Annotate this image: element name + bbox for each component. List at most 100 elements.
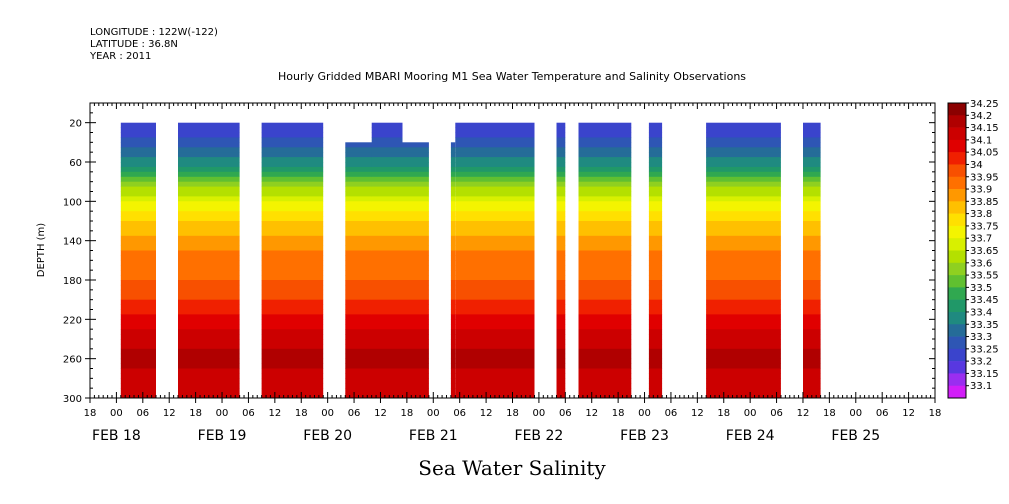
data-segment xyxy=(371,122,403,399)
salinity-cell xyxy=(578,353,632,360)
salinity-cell xyxy=(261,250,324,256)
salinity-cell xyxy=(578,147,632,153)
salinity-cell xyxy=(261,216,324,222)
salinity-cell xyxy=(648,127,663,133)
salinity-cell xyxy=(706,358,781,364)
salinity-cell xyxy=(178,230,240,237)
y-tick-label: 100 xyxy=(63,197,82,208)
salinity-cell xyxy=(455,245,535,251)
salinity-cell xyxy=(261,181,324,187)
salinity-cell xyxy=(648,240,663,246)
salinity-cell xyxy=(178,152,240,158)
salinity-cell xyxy=(556,294,566,301)
salinity-cell xyxy=(178,275,240,281)
colorbar-label: 33.4 xyxy=(970,307,992,318)
salinity-cell xyxy=(455,240,535,246)
salinity-cell xyxy=(803,235,821,242)
salinity-cell xyxy=(371,206,403,212)
salinity-cell xyxy=(450,289,456,296)
salinity-cell xyxy=(450,211,456,217)
salinity-cell xyxy=(450,368,456,374)
salinity-cell xyxy=(556,289,566,296)
salinity-cell xyxy=(178,324,240,330)
salinity-cell xyxy=(578,206,632,212)
salinity-cell xyxy=(803,270,821,276)
salinity-cell xyxy=(648,166,663,173)
salinity-cell xyxy=(803,343,821,350)
salinity-cell xyxy=(455,388,535,394)
x-tick-label: 12 xyxy=(585,408,598,419)
x-tick-label: 00 xyxy=(321,408,334,419)
colorbar-label: 34.1 xyxy=(970,135,992,146)
salinity-cell xyxy=(120,324,156,330)
salinity-cell xyxy=(455,368,535,374)
salinity-cell xyxy=(706,280,781,286)
salinity-cell xyxy=(556,280,566,286)
salinity-cell xyxy=(371,314,403,320)
salinity-cell xyxy=(455,314,535,320)
salinity-cell xyxy=(803,304,821,310)
salinity-cell xyxy=(120,176,156,183)
salinity-cell xyxy=(455,275,535,281)
salinity-cell xyxy=(450,299,456,305)
salinity-cell xyxy=(178,363,240,369)
x-tick-label: 18 xyxy=(401,408,414,419)
salinity-cell xyxy=(648,255,663,261)
salinity-cell xyxy=(803,221,821,227)
data-segment xyxy=(556,122,566,399)
salinity-cell xyxy=(803,176,821,183)
salinity-cell xyxy=(578,275,632,281)
colorbar-swatch xyxy=(948,299,966,313)
salinity-cell xyxy=(706,201,781,207)
salinity-cell xyxy=(178,176,240,183)
salinity-cell xyxy=(120,334,156,340)
salinity-cell xyxy=(706,127,781,133)
salinity-cell xyxy=(178,157,240,163)
salinity-cell xyxy=(178,191,240,197)
x-tick-label: 00 xyxy=(744,408,757,419)
salinity-cell xyxy=(648,211,663,217)
salinity-cell xyxy=(450,363,456,369)
salinity-cell xyxy=(120,339,156,345)
salinity-cell xyxy=(261,127,324,133)
salinity-cell xyxy=(450,388,456,394)
salinity-cell xyxy=(455,304,535,310)
salinity-cell xyxy=(261,255,324,261)
colorbar-swatch xyxy=(948,127,966,141)
salinity-cell xyxy=(648,343,663,350)
salinity-cell xyxy=(706,147,781,153)
salinity-cell xyxy=(648,334,663,340)
salinity-cell xyxy=(706,225,781,232)
salinity-cell xyxy=(450,166,456,173)
colorbar-label: 33.25 xyxy=(970,344,999,355)
salinity-cell xyxy=(706,221,781,227)
salinity-cell xyxy=(178,373,240,379)
salinity-cell xyxy=(120,230,156,237)
salinity-cell xyxy=(648,162,663,168)
colorbar-swatch xyxy=(948,103,966,116)
x-date-label: FEB 19 xyxy=(198,428,247,444)
salinity-cell xyxy=(371,388,403,394)
salinity-cell xyxy=(556,137,566,143)
salinity-cell xyxy=(578,211,632,217)
salinity-cell xyxy=(706,157,781,163)
salinity-cell xyxy=(455,211,535,217)
salinity-cell xyxy=(803,201,821,207)
y-axis-title: DEPTH (m) xyxy=(36,223,47,277)
x-tick-label: 18 xyxy=(823,408,836,419)
salinity-cell xyxy=(648,137,663,143)
salinity-cell xyxy=(120,363,156,369)
salinity-cell xyxy=(455,348,535,355)
salinity-cell xyxy=(578,363,632,369)
salinity-cell xyxy=(578,240,632,246)
salinity-cell xyxy=(371,329,403,335)
x-date-label: FEB 20 xyxy=(303,428,352,444)
salinity-cell xyxy=(455,353,535,360)
plot-area: 18 00 06 12 18 00 06 12 18 00 06 12 18 00 06 12 18 00 06 12… xyxy=(63,102,941,444)
salinity-cell xyxy=(803,191,821,197)
salinity-cell xyxy=(455,358,535,364)
salinity-cell xyxy=(803,309,821,315)
salinity-cell xyxy=(261,132,324,138)
salinity-cell xyxy=(371,230,403,237)
salinity-cell xyxy=(120,142,156,148)
